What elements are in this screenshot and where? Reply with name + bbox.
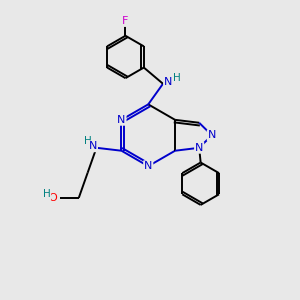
Text: H: H (84, 136, 92, 146)
Text: N: N (89, 141, 97, 151)
Text: N: N (144, 161, 152, 171)
Text: N: N (208, 130, 216, 140)
Text: H: H (43, 189, 50, 199)
Text: H: H (173, 74, 181, 83)
Text: N: N (117, 115, 126, 125)
Text: N: N (195, 143, 203, 153)
Text: O: O (49, 193, 58, 203)
Text: N: N (164, 77, 172, 87)
Text: F: F (122, 16, 129, 26)
